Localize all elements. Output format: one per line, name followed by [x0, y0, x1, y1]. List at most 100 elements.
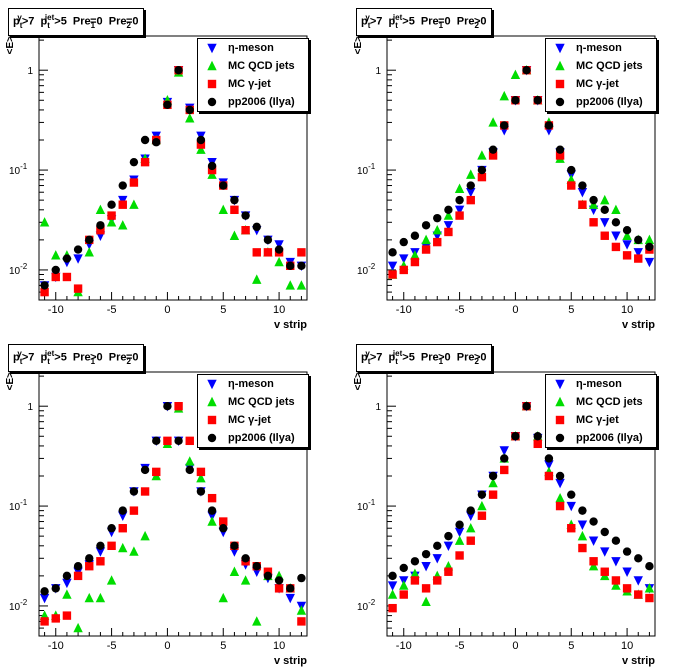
chart-title-part: >7 — [21, 351, 41, 364]
data-point — [85, 235, 94, 245]
data-point — [118, 200, 127, 209]
legend-marker — [555, 396, 565, 407]
x-tick-label: 0 — [164, 640, 170, 652]
data-point — [263, 248, 273, 257]
data-point — [600, 547, 610, 557]
data-point — [62, 272, 72, 282]
data-point — [274, 256, 284, 267]
chart-title-part: p — [40, 15, 48, 28]
data-point — [218, 204, 228, 215]
data-point — [433, 237, 442, 247]
data-point — [544, 471, 554, 481]
x-axis-label: v strip — [622, 655, 655, 667]
data-point — [644, 234, 655, 245]
chart-panel-pre1-0-pre2-0: -10 -5 0 5 10 10-2 10-1 1 v strip <E> ptγ>7 ptjet>… — [0, 0, 348, 336]
legend-label: MC γ-jet — [228, 78, 271, 90]
data-point — [634, 590, 643, 599]
legend-marker — [555, 43, 565, 54]
data-point — [387, 589, 398, 599]
data-point — [500, 121, 509, 130]
data-point — [522, 401, 531, 411]
data-point — [51, 272, 60, 282]
legend-marker-shape — [207, 415, 217, 425]
data-point — [622, 567, 632, 577]
chart-title-part: γ — [365, 349, 370, 358]
data-point — [611, 557, 621, 567]
data-point — [433, 213, 442, 223]
data-point — [433, 541, 442, 551]
chart-title-part: Pre — [420, 351, 439, 364]
data-point — [477, 172, 487, 182]
x-tick-label: -5 — [455, 640, 465, 652]
x-tick-label: 0 — [512, 304, 518, 316]
x-tick-label: -10 — [396, 640, 412, 652]
data-point — [455, 211, 464, 220]
data-point — [152, 436, 161, 446]
legend-label: MC QCD jets — [228, 396, 295, 408]
data-point — [163, 100, 172, 110]
data-point — [62, 254, 72, 263]
chart-title-part: t — [367, 20, 371, 30]
data-point — [488, 471, 498, 481]
chart-title-part: t — [395, 356, 398, 366]
data-point — [444, 531, 453, 541]
chart-title: ptγ>7 ptjet>5 Pre1=0 Pre2>0 — [356, 8, 492, 36]
data-point — [51, 250, 61, 260]
chart-title-part: t — [19, 20, 23, 30]
legend-entry: pp2006 (Ilya) — [198, 429, 308, 447]
data-point — [118, 524, 127, 533]
legend-marker-shape — [555, 60, 565, 71]
y-axis-label: <E> — [353, 372, 364, 391]
data-point — [107, 524, 116, 533]
legend: η-meson MC QCD jets MC γ-jet pp2006 (Ilya) — [545, 38, 657, 112]
data-point — [555, 501, 565, 511]
data-point — [73, 571, 83, 581]
data-point — [241, 554, 250, 563]
legend-entry: η-meson — [198, 375, 308, 393]
legend-entry: MC γ-jet — [198, 75, 308, 93]
data-point — [510, 69, 521, 79]
chart-title-part: >5 — [402, 15, 421, 28]
data-point — [578, 181, 587, 190]
legend-label: MC QCD jets — [576, 60, 643, 72]
chart-title-part: 1 — [90, 20, 96, 30]
data-point — [140, 157, 150, 167]
data-point — [96, 557, 105, 566]
data-point — [274, 245, 284, 254]
chart-title-part: t — [367, 356, 371, 366]
data-point — [388, 270, 397, 279]
plot-frame — [386, 371, 656, 637]
chart-svg: -10 -5 0 5 10 10-2 10-1 1 v strip <E> — [5, 35, 308, 331]
data-point — [622, 251, 632, 260]
data-point — [207, 516, 217, 526]
data-point — [399, 237, 408, 247]
chart-title-part: >0 — [90, 351, 109, 364]
data-point — [522, 65, 531, 75]
legend-marker-shape — [207, 433, 217, 443]
x-tick-label: -5 — [107, 640, 117, 652]
chart-title-part: >5 — [402, 351, 421, 364]
legend-marker — [555, 415, 565, 425]
data-point — [84, 247, 94, 257]
data-point — [622, 230, 632, 240]
legend-marker-shape — [555, 97, 565, 107]
data-point — [196, 140, 206, 149]
data-point — [600, 527, 609, 537]
data-point — [118, 506, 127, 515]
legend-marker — [207, 43, 217, 54]
data-point — [611, 580, 621, 590]
legend-entry: pp2006 (Ilya) — [546, 93, 656, 111]
legend-entry: MC QCD jets — [546, 393, 656, 411]
data-point — [466, 523, 476, 533]
data-point — [129, 199, 139, 209]
legend-label: pp2006 (Ilya) — [576, 432, 643, 444]
x-tick-label: 5 — [568, 304, 574, 316]
data-point — [533, 96, 542, 105]
data-point — [611, 536, 621, 545]
legend-marker — [555, 79, 565, 89]
data-point — [62, 578, 72, 589]
chart-title-part: =0 — [90, 15, 109, 28]
data-point — [488, 151, 498, 160]
data-point — [40, 281, 49, 290]
x-axis-label: v strip — [274, 319, 307, 331]
